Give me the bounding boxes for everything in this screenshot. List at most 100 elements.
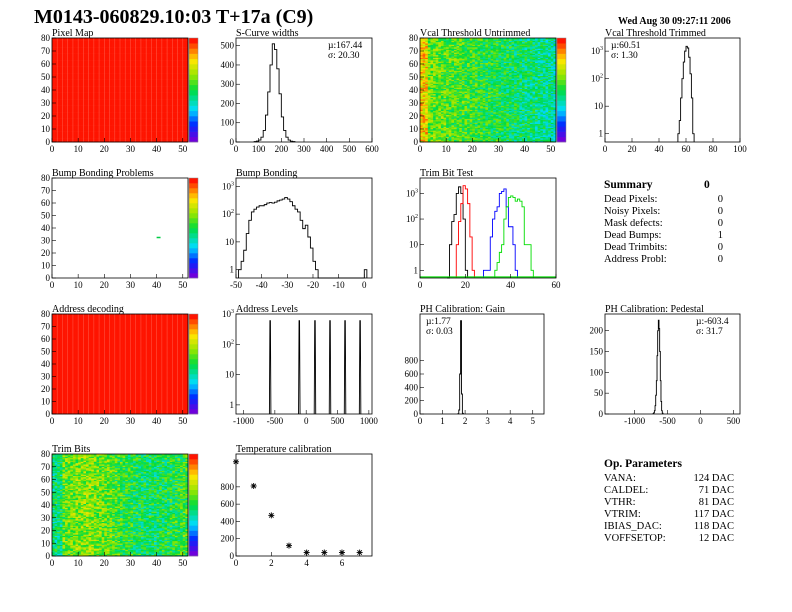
heatmap-cell — [75, 100, 79, 102]
heatmap-cell — [112, 83, 116, 86]
heatmap-cell — [156, 61, 160, 63]
heatmap-cell — [122, 126, 126, 128]
heatmap-cell — [133, 74, 136, 76]
heatmap-cell — [140, 78, 144, 80]
heatmap-cell — [427, 86, 431, 88]
heatmap-cell — [112, 136, 116, 139]
heatmap-cell — [130, 88, 134, 91]
heatmap-cell — [86, 129, 89, 131]
heatmap-cell — [180, 129, 184, 131]
heatmap-cell — [135, 135, 139, 138]
heatmap-cell — [120, 40, 123, 43]
heatmap-cell — [62, 64, 66, 66]
heatmap-cell — [146, 103, 150, 105]
heatmap-cell — [185, 44, 189, 47]
heatmap-cell — [133, 70, 136, 73]
heatmap-cell — [438, 138, 442, 140]
heatmap-cell — [106, 103, 110, 105]
y-tick-label: 70 — [41, 46, 51, 56]
heatmap-cell — [430, 80, 434, 83]
heatmap-cell — [62, 90, 66, 92]
heatmap-cell — [169, 95, 173, 97]
heatmap-cell — [75, 67, 79, 70]
heatmap-cell — [172, 75, 176, 78]
heatmap-cell — [185, 136, 189, 139]
heatmap-cell — [425, 40, 429, 43]
heatmap-cell — [438, 86, 442, 88]
heatmap-cell — [104, 54, 108, 57]
heatmap-cell — [433, 126, 436, 128]
colorbar-segment — [189, 43, 198, 49]
heatmap-cell — [146, 77, 150, 79]
heatmap-cell — [433, 97, 436, 100]
heatmap-cell — [52, 138, 55, 140]
heatmap-cell — [182, 116, 186, 118]
heatmap-cell — [80, 83, 84, 86]
heatmap-cell — [156, 82, 160, 84]
heatmap-cell — [180, 57, 184, 60]
heatmap-cell — [169, 132, 173, 135]
heatmap-cell — [120, 58, 123, 61]
heatmap-cell — [57, 75, 61, 78]
heatmap-cell — [106, 139, 110, 141]
heatmap-cell — [420, 75, 423, 78]
heatmap-cell — [96, 49, 100, 52]
heatmap-cell — [433, 54, 436, 57]
heatmap-cell — [59, 40, 63, 43]
heatmap-cell — [83, 43, 87, 45]
heatmap-cell — [83, 60, 87, 62]
heatmap-cell — [435, 139, 439, 141]
heatmap-cell — [435, 47, 439, 49]
heatmap-cell — [93, 39, 97, 41]
heatmap-cell — [78, 125, 82, 127]
heatmap-cell — [151, 83, 155, 86]
heatmap-cell — [78, 54, 82, 57]
heatmap-cell — [93, 91, 97, 93]
heatmap-cell — [435, 83, 439, 86]
heatmap-cell — [433, 88, 436, 91]
heatmap-cell — [125, 123, 129, 126]
heatmap-cell — [435, 122, 439, 125]
heatmap-cell — [425, 87, 429, 89]
heatmap-cell — [70, 93, 74, 96]
heatmap-cell — [169, 40, 173, 43]
heatmap-cell — [172, 86, 176, 88]
heatmap-cell — [109, 60, 113, 62]
heatmap-cell — [161, 69, 165, 71]
heatmap-cell — [59, 90, 63, 92]
heatmap-cell — [438, 51, 442, 53]
heatmap-cell — [430, 45, 434, 48]
heatmap-cell — [174, 121, 178, 123]
heatmap-cell — [80, 109, 84, 112]
heatmap-cell — [80, 92, 84, 95]
heatmap-cell — [78, 65, 82, 67]
heatmap-cell — [67, 82, 71, 84]
heatmap-cell — [180, 69, 184, 71]
heatmap-cell — [422, 65, 426, 67]
heatmap-cell — [80, 101, 84, 104]
heatmap-cell — [96, 99, 100, 101]
y-tick-label: 30 — [41, 98, 51, 108]
heatmap-cell — [104, 90, 108, 92]
heatmap-cell — [151, 121, 155, 123]
heatmap-cell — [427, 61, 431, 63]
heatmap-cell — [140, 84, 144, 87]
heatmap-cell — [54, 134, 58, 136]
heatmap-cell — [138, 140, 142, 143]
heatmap-cell — [130, 130, 134, 132]
heatmap-cell — [148, 116, 152, 118]
heatmap-cell — [177, 116, 181, 118]
heatmap-cell — [88, 44, 92, 47]
heatmap-cell — [75, 126, 79, 128]
heatmap-cell — [156, 110, 160, 113]
heatmap-cell — [130, 58, 134, 61]
heatmap-cell — [169, 129, 173, 131]
heatmap-cell — [146, 96, 150, 99]
heatmap-cell — [72, 41, 76, 44]
heatmap-cell — [91, 97, 95, 100]
heatmap-cell — [138, 62, 142, 65]
heatmap-cell — [164, 100, 168, 102]
heatmap-cell — [120, 47, 123, 49]
heatmap-cell — [433, 52, 436, 54]
heatmap-cell — [96, 112, 100, 114]
